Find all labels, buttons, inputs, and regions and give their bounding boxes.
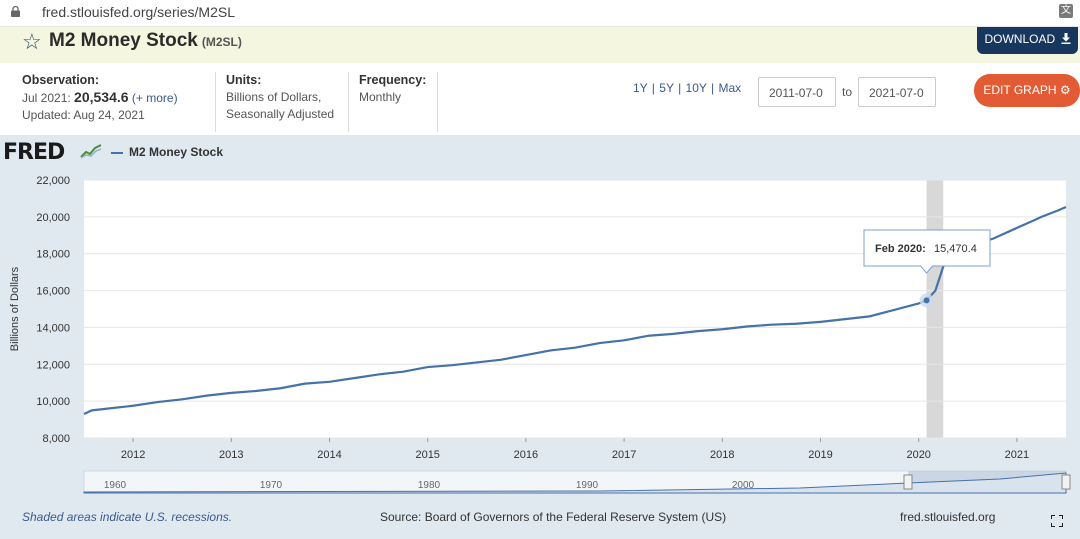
navigator-handle[interactable] bbox=[903, 474, 913, 490]
navigator-tick-label: 1980 bbox=[418, 480, 441, 491]
download-label: DOWNLOAD bbox=[984, 32, 1056, 46]
frequency-block: Frequency: Monthly bbox=[359, 72, 426, 106]
browser-url-bar[interactable]: fred.stlouisfed.org/series/M2SL 文 bbox=[0, 0, 1080, 27]
observation-period: Jul 2021: bbox=[22, 91, 71, 105]
logo-chart-icon bbox=[80, 143, 102, 159]
download-button[interactable]: DOWNLOAD bbox=[977, 27, 1078, 54]
date-from-input[interactable]: 2011-07-0 bbox=[758, 77, 836, 107]
tooltip-label: Feb 2020: bbox=[875, 243, 926, 255]
y-tick-label: 20,000 bbox=[36, 212, 70, 224]
x-tick-label: 2014 bbox=[317, 449, 341, 461]
edit-graph-label: EDIT GRAPH bbox=[983, 83, 1057, 97]
tooltip-box bbox=[863, 229, 991, 274]
download-icon bbox=[1061, 33, 1070, 44]
divider bbox=[348, 72, 349, 132]
source-note: Source: Board of Governors of the Federa… bbox=[380, 510, 727, 524]
site-link[interactable]: fred.stlouisfed.org bbox=[900, 510, 996, 524]
translate-icon[interactable]: 文 bbox=[1059, 4, 1073, 18]
range-1y[interactable]: 1Y bbox=[633, 81, 648, 95]
y-tick-label: 14,000 bbox=[36, 322, 70, 334]
edit-graph-button[interactable]: EDIT GRAPH ⚙ bbox=[974, 74, 1080, 107]
observation-label: Observation: bbox=[22, 73, 100, 87]
recession-note: Shaded areas indicate U.S. recessions. bbox=[22, 510, 233, 524]
observation-value: 20,534.6 bbox=[74, 89, 129, 105]
divider bbox=[215, 72, 216, 132]
x-tick-label: 2015 bbox=[415, 449, 439, 461]
lock-icon bbox=[11, 6, 20, 17]
navigator-tick-label: 1960 bbox=[104, 480, 127, 491]
range-5y[interactable]: 5Y bbox=[659, 81, 674, 95]
units-line1: Billions of Dollars, bbox=[226, 90, 322, 104]
x-tick-label: 2020 bbox=[906, 449, 930, 461]
url-text[interactable]: fred.stlouisfed.org/series/M2SL bbox=[42, 4, 235, 20]
x-tick-label: 2019 bbox=[808, 449, 832, 461]
x-tick-label: 2018 bbox=[710, 449, 734, 461]
divider bbox=[437, 72, 438, 132]
y-tick-label: 18,000 bbox=[36, 249, 70, 261]
y-tick-label: 12,000 bbox=[36, 359, 70, 371]
tooltip-value: 15,470.4 bbox=[934, 243, 977, 255]
frequency-label: Frequency: bbox=[359, 73, 427, 87]
range-selector: 1Y | 5Y | 10Y | Max bbox=[633, 81, 742, 95]
line-chart[interactable]: 8,000 10,000 12,000 14,000 16,000 18,000 20,00… bbox=[0, 135, 1080, 539]
star-icon[interactable]: ☆ bbox=[22, 29, 42, 54]
y-tick-label: 22,000 bbox=[36, 175, 70, 187]
date-to-input[interactable]: 2021-07-0 bbox=[858, 77, 936, 107]
legend-label: M2 Money Stock bbox=[129, 145, 224, 159]
units-block: Units: Billions of Dollars, Seasonally A… bbox=[226, 72, 334, 123]
y-tick-label: 8,000 bbox=[42, 433, 70, 445]
gear-icon: ⚙ bbox=[1059, 83, 1071, 97]
units-line2: Seasonally Adjusted bbox=[226, 107, 335, 121]
y-tick-label: 16,000 bbox=[36, 286, 70, 298]
x-tick-label: 2021 bbox=[1005, 449, 1029, 461]
page-title: M2 Money Stock (M2SL) bbox=[49, 30, 242, 51]
chart-panel: FRED M2 Money Stock 8,000 10,000 12,000 14,… bbox=[0, 135, 1080, 539]
updated-date: Updated: Aug 24, 2021 bbox=[22, 108, 145, 122]
series-title-bar: ☆ M2 Money Stock (M2SL) DOWNLOAD bbox=[0, 27, 1080, 63]
more-link[interactable]: (+ more) bbox=[131, 91, 178, 105]
range-max[interactable]: Max bbox=[718, 81, 742, 95]
series-id: (M2SL) bbox=[201, 35, 242, 49]
frequency-value: Monthly bbox=[359, 90, 402, 104]
navigator-tick-label: 2000 bbox=[732, 480, 755, 491]
x-tick-label: 2017 bbox=[612, 449, 636, 461]
x-tick-label: 2016 bbox=[514, 449, 538, 461]
y-tick-label: 10,000 bbox=[36, 396, 70, 408]
chart-legend: M2 Money Stock bbox=[111, 145, 223, 159]
fred-logo: FRED bbox=[3, 140, 65, 165]
observation-block: Observation: Jul 2021: 20,534.6 (+ more)… bbox=[22, 72, 178, 124]
legend-swatch bbox=[111, 151, 123, 154]
plot-area bbox=[84, 180, 1066, 438]
navigator-tick-label: 1970 bbox=[260, 480, 283, 491]
x-tick-label: 2012 bbox=[121, 449, 145, 461]
y-axis-label: Billions of Dollars bbox=[9, 266, 21, 351]
to-label: to bbox=[842, 85, 853, 99]
series-meta: Observation: Jul 2021: 20,534.6 (+ more)… bbox=[0, 64, 1080, 134]
navigator-series bbox=[83, 472, 1067, 494]
recession-band bbox=[926, 180, 944, 438]
x-tick-label: 2013 bbox=[219, 449, 243, 461]
navigator-handle[interactable] bbox=[1061, 474, 1071, 490]
navigator-tick-label: 1990 bbox=[576, 480, 599, 491]
units-label: Units: bbox=[226, 73, 262, 87]
fullscreen-icon[interactable] bbox=[1051, 515, 1063, 527]
hover-point[interactable] bbox=[923, 297, 930, 304]
range-10y[interactable]: 10Y bbox=[685, 81, 707, 95]
